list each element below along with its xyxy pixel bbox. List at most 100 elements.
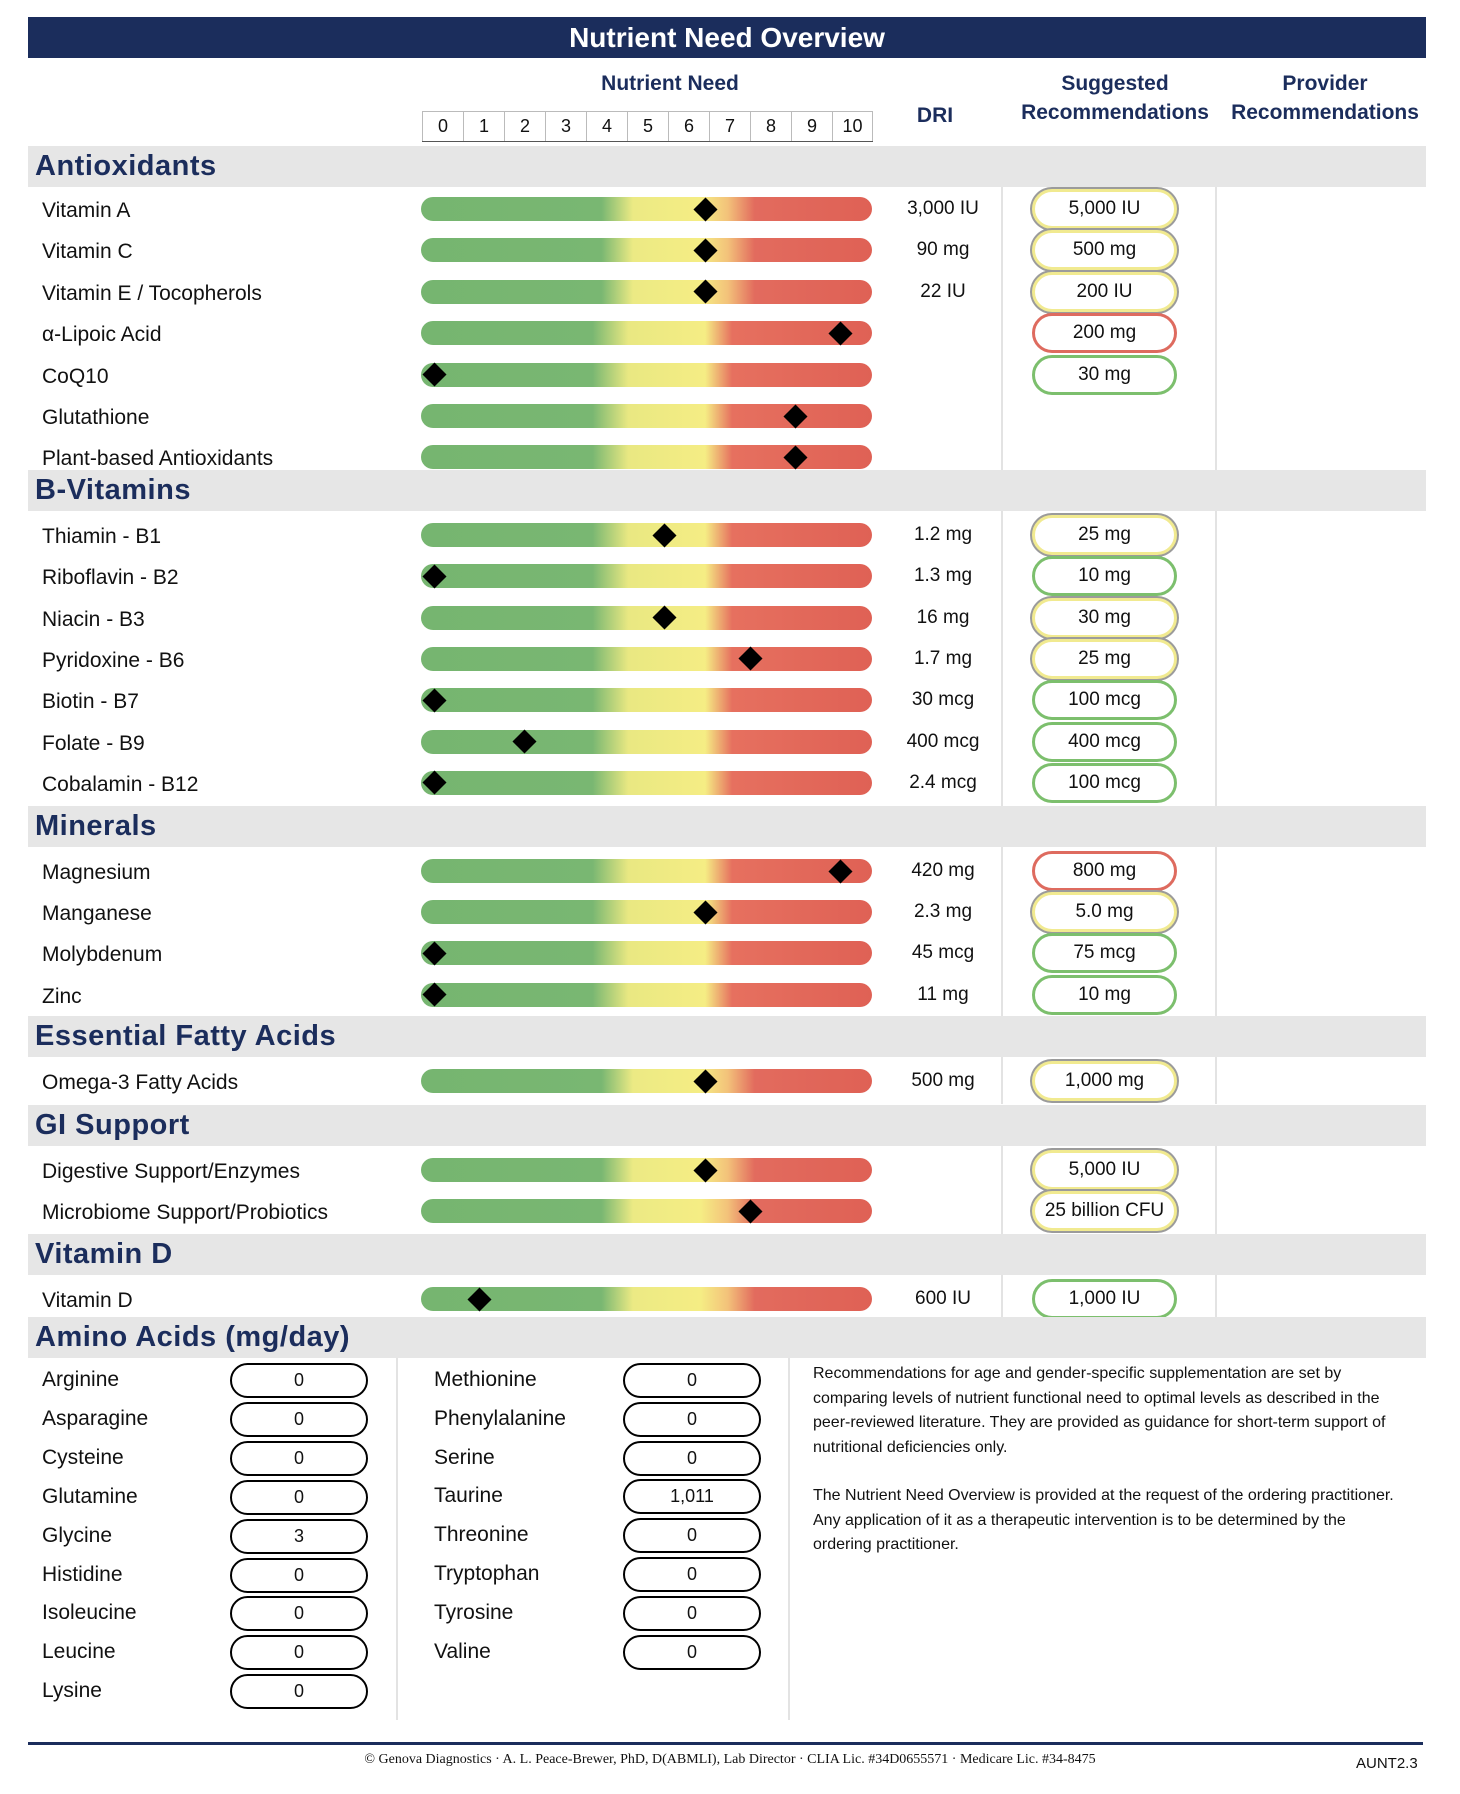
dri-value: 400 mcg — [906, 730, 980, 752]
need-bar — [421, 197, 872, 221]
suggested-recommendation: 10 mg — [1032, 974, 1177, 1015]
need-bar — [421, 238, 872, 263]
need-bar — [421, 605, 872, 630]
need-bar — [421, 900, 872, 925]
suggested-recommendation: 800 mg — [1032, 851, 1177, 891]
amino-acid-name: Tryptophan — [434, 1562, 540, 1585]
need-bar — [421, 729, 872, 754]
provider-header: Provider Recommendations — [1231, 72, 1419, 124]
amino-acid-value: 0 — [230, 1557, 368, 1593]
dri-value: 2.4 mcg — [909, 771, 977, 793]
amino-acid-name: Arginine — [42, 1368, 120, 1391]
dri-value: 2.3 mg — [913, 901, 973, 923]
column-divider — [1215, 1057, 1217, 1104]
suggested-recommendation: 25 billion CFU — [1032, 1191, 1177, 1231]
dri-value: 500 mg — [911, 1070, 975, 1091]
scale-tick-label: 4 — [586, 112, 627, 141]
dri-value: 1.2 mg — [913, 524, 973, 545]
amino-acid-value: 0 — [230, 1440, 368, 1476]
column-divider — [1215, 1275, 1217, 1322]
suggested-recommendation: 30 mg — [1032, 354, 1177, 395]
suggested-recommendation: 25 mg — [1032, 638, 1177, 679]
suggested-recommendation: 75 mcg — [1032, 933, 1177, 974]
disclaimer-paragraph: Recommendations for age and gender-speci… — [813, 1365, 1386, 1456]
scale-tick-label: 5 — [627, 112, 668, 141]
suggested-recommendation: 1,000 IU — [1032, 1279, 1177, 1319]
need-bar — [421, 321, 872, 346]
scale-tick-label: 7 — [709, 112, 750, 141]
scale-tick-label: 8 — [750, 112, 791, 141]
footer-rule — [28, 1742, 1423, 1745]
section-heading: Vitamin D — [28, 1234, 1426, 1275]
suggested-recommendation: 1,000 mg — [1032, 1061, 1177, 1101]
amino-acid-name: Glycine — [42, 1523, 113, 1547]
suggested-recommendation: 100 mcg — [1032, 762, 1177, 803]
amino-acid-value: 0 — [230, 1674, 368, 1710]
nutrient-name: Digestive Support/Enzymes — [42, 1160, 300, 1183]
section-heading: Amino Acids (mg/day) — [28, 1317, 1426, 1358]
amino-acid-name: Histidine — [42, 1562, 123, 1586]
amino-acid-name: Glutamine — [42, 1484, 138, 1508]
nutrient-name: Plant-based Antioxidants — [42, 447, 274, 471]
amino-acid-value: 1,011 — [623, 1479, 761, 1515]
suggested-recommendation: 200 IU — [1032, 271, 1177, 312]
amino-acid-name: Leucine — [42, 1640, 116, 1664]
amino-acid-value: 3 — [230, 1518, 368, 1554]
nutrient-name: Vitamin A — [42, 199, 131, 222]
suggested-recommendation: 500 mg — [1032, 230, 1177, 271]
scale-tick-label: 10 — [832, 112, 873, 141]
need-bar — [421, 859, 872, 883]
nutrient-name: Magnesium — [42, 861, 151, 884]
amino-acid-value: 0 — [230, 1596, 368, 1632]
amino-acid-name: Valine — [434, 1639, 491, 1663]
nutrient-name: Cobalamin - B12 — [42, 772, 199, 796]
nutrient-name: Manganese — [42, 902, 152, 926]
nutrient-name: Vitamin C — [42, 240, 133, 264]
column-divider — [1001, 1275, 1003, 1322]
nutrient-need-header: Nutrient Need — [601, 72, 739, 95]
column-divider — [1001, 847, 1003, 1018]
need-scale: 0 1 2 3 4 5 6 7 8 9 10 — [422, 111, 873, 142]
need-bar — [421, 982, 872, 1007]
suggested-recommendation: 400 mcg — [1032, 721, 1177, 762]
need-bar — [421, 941, 872, 966]
dri-value: 45 mcg — [911, 942, 975, 964]
amino-acid-value: 0 — [623, 1634, 761, 1670]
section-heading: B-Vitamins — [28, 470, 1426, 511]
amino-acid-name: Threonine — [434, 1523, 529, 1547]
need-bar — [421, 1199, 872, 1223]
dri-value: 1.7 mg — [913, 647, 973, 669]
need-bar — [421, 523, 872, 547]
dri-header: DRI — [916, 104, 954, 127]
column-divider — [1215, 847, 1217, 1018]
amino-acid-value: 0 — [230, 1363, 368, 1398]
nutrient-name: Niacin - B3 — [42, 607, 145, 631]
amino-acid-value: 0 — [230, 1401, 368, 1437]
nutrient-name: CoQ10 — [42, 364, 109, 388]
disclaimer: Recommendations for age and gender-speci… — [813, 1362, 1403, 1582]
need-bar — [421, 1287, 872, 1311]
nutrient-name: Biotin - B7 — [42, 690, 139, 714]
nutrient-name: Omega-3 Fatty Acids — [42, 1071, 239, 1094]
dri-value: 420 mg — [911, 860, 975, 881]
nutrient-name: α-Lipoic Acid — [42, 323, 162, 347]
amino-acid-value: 0 — [623, 1440, 761, 1476]
amino-acid-name: Serine — [434, 1445, 495, 1469]
disclaimer-paragraph: The Nutrient Need Overview is provided a… — [813, 1487, 1394, 1553]
column-divider — [396, 1358, 398, 1720]
dri-value: 22 IU — [920, 280, 966, 302]
need-bar — [421, 1158, 872, 1182]
footer-text: © Genova Diagnostics · A. L. Peace-Brewe… — [364, 1752, 1096, 1767]
need-bar — [421, 362, 872, 387]
suggested-recommendation: 5,000 IU — [1032, 1150, 1177, 1190]
amino-acid-value: 0 — [230, 1635, 368, 1671]
amino-acid-name: Phenylalanine — [434, 1406, 566, 1430]
suggested-recommendation: 25 mg — [1032, 515, 1177, 555]
dri-value: 3,000 IU — [907, 198, 979, 219]
column-divider — [1215, 1146, 1217, 1234]
suggested-recommendation: 10 mg — [1032, 556, 1177, 597]
nutrient-name: Vitamin D — [42, 1289, 133, 1312]
column-divider — [1001, 511, 1003, 806]
document-code: AUNT2.3 — [1356, 1755, 1418, 1772]
column-divider — [1215, 187, 1217, 481]
